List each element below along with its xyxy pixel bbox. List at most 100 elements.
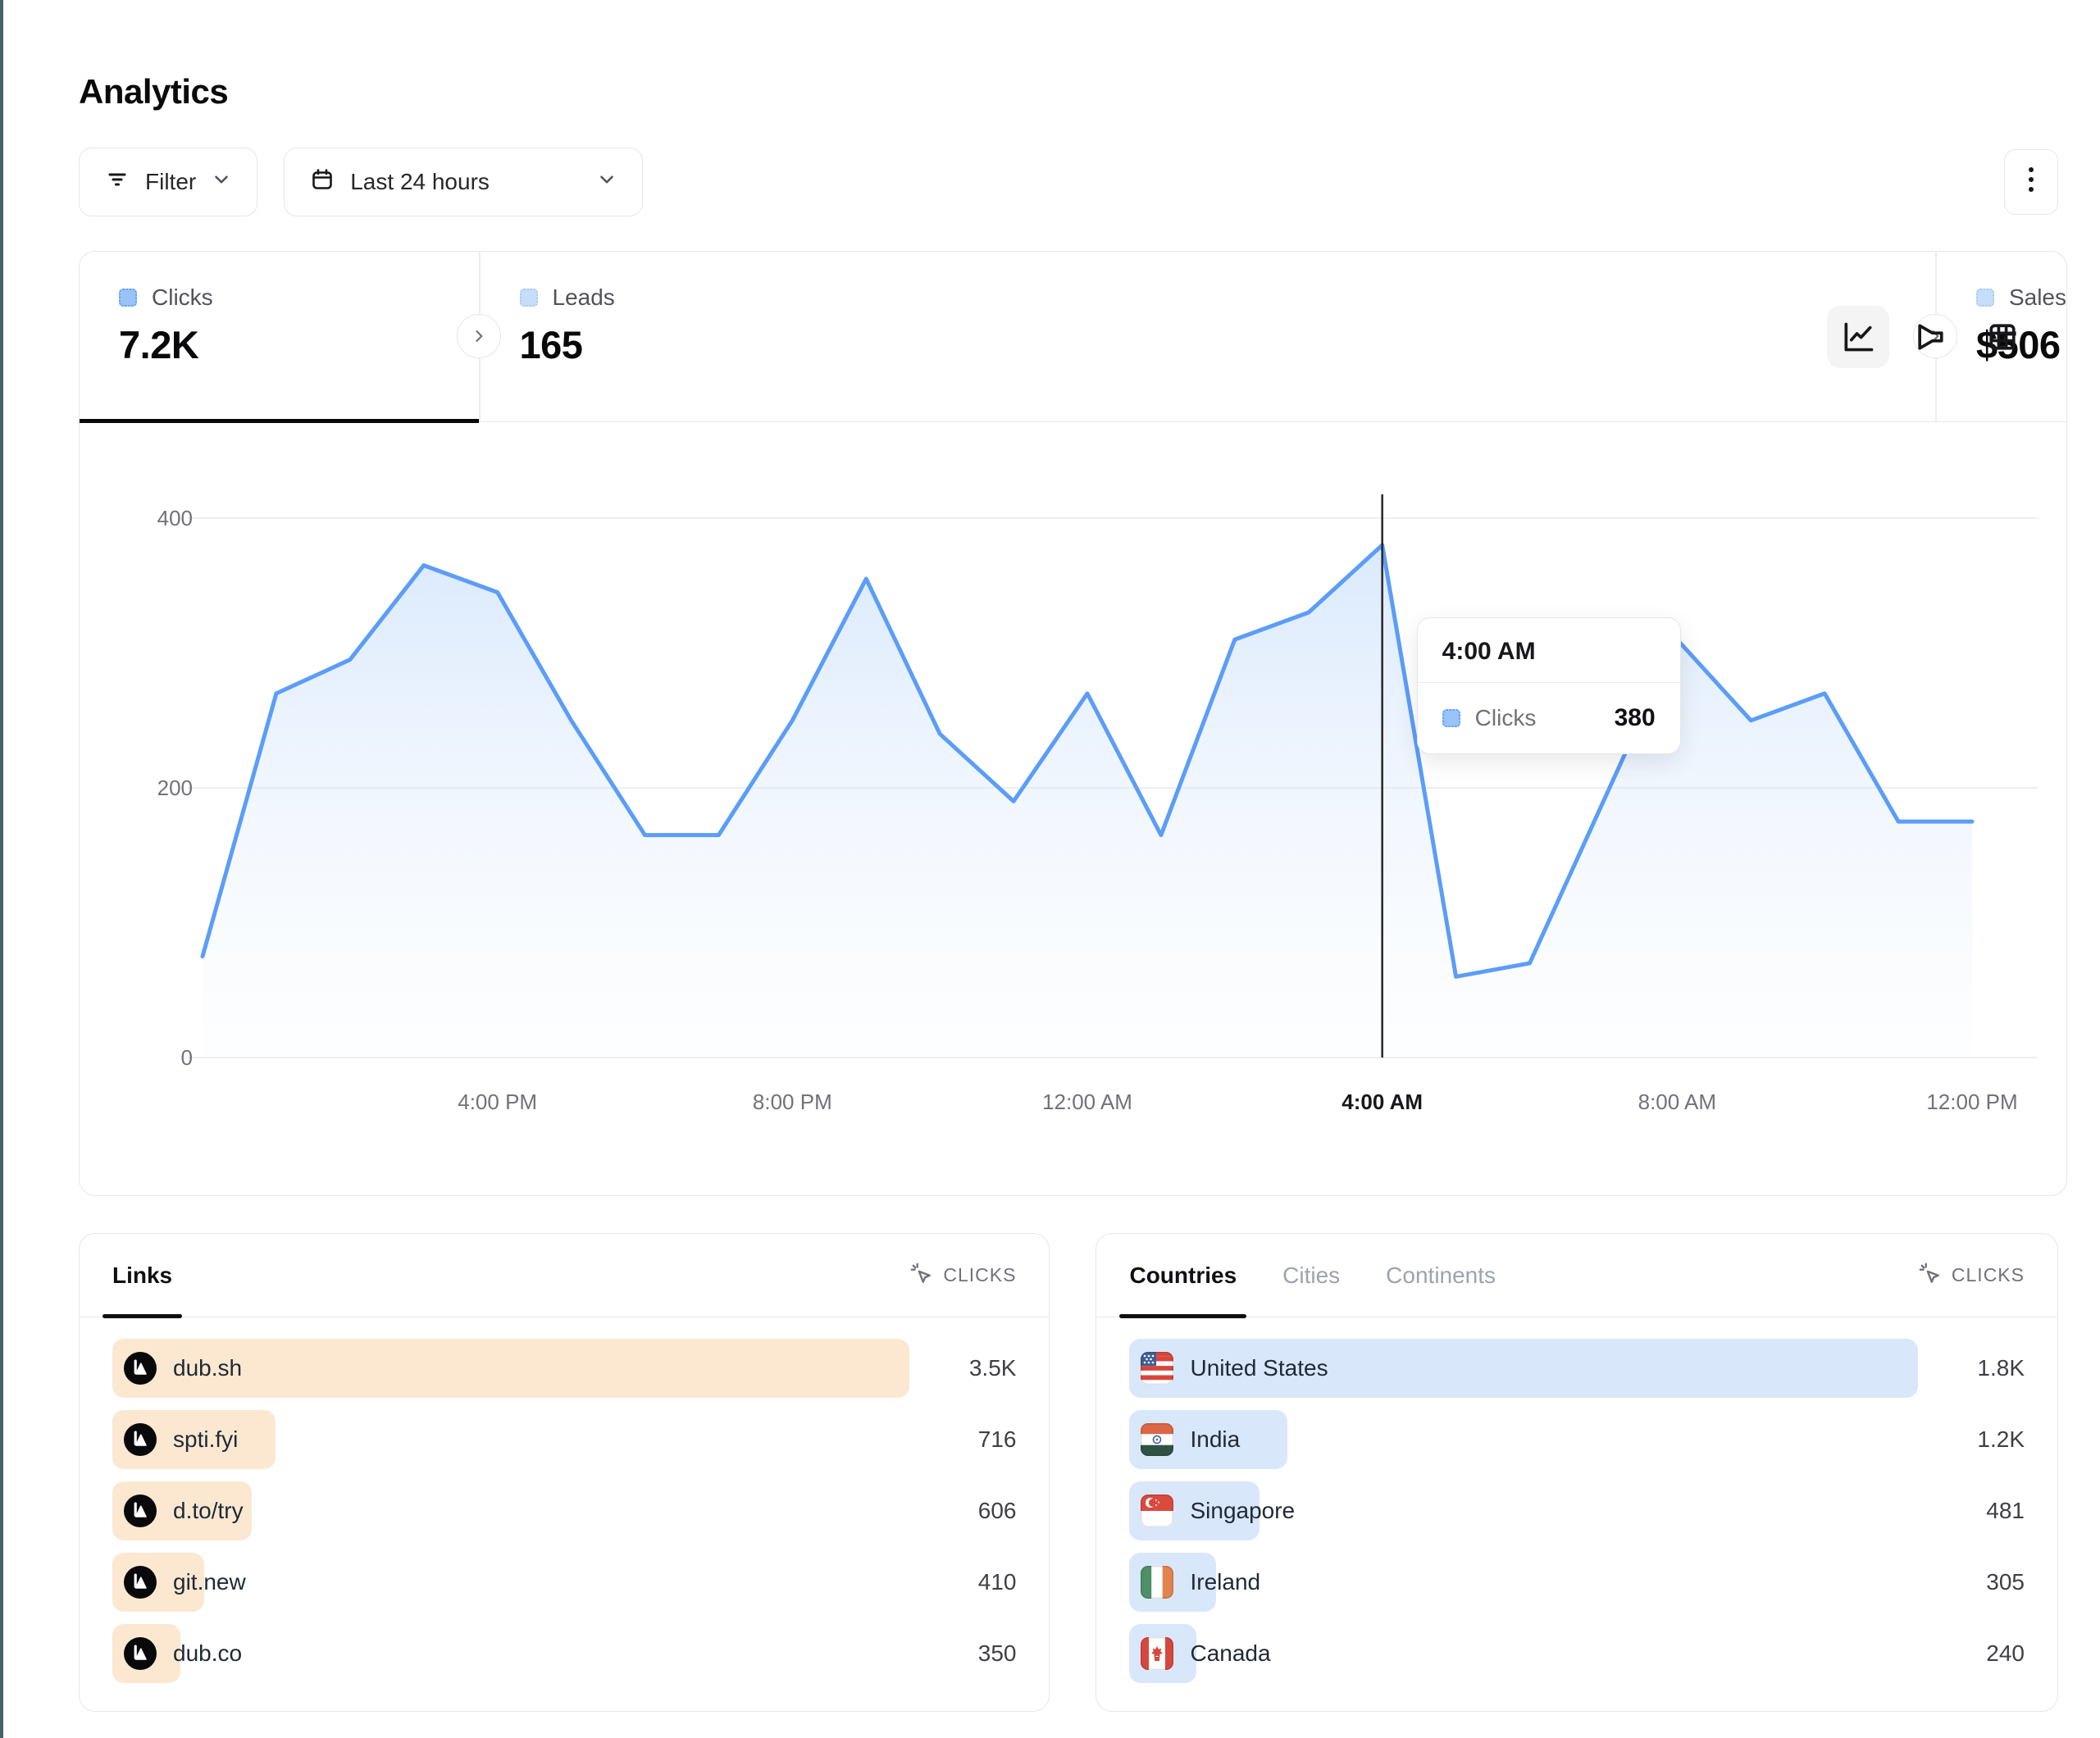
row-value: 240	[1986, 1640, 2025, 1666]
chart-tooltip: 4:00 AM Clicks 380	[1416, 617, 1681, 754]
table-row[interactable]: Ireland 305	[1129, 1553, 2025, 1612]
leads-legend-icon	[519, 289, 538, 307]
kebab-menu-icon	[2020, 163, 2043, 202]
links-tab-links[interactable]: Links	[102, 1234, 183, 1318]
row-value: 606	[977, 1498, 1017, 1523]
view-funnel-icon[interactable]	[1899, 306, 1961, 368]
dub-logo-icon	[124, 1352, 157, 1385]
filter-lines-icon	[104, 166, 130, 198]
row-value: 481	[1986, 1498, 2025, 1523]
tooltip-time: 4:00 AM	[1417, 618, 1680, 683]
more-options-button[interactable]	[2004, 149, 2058, 215]
table-row[interactable]: Canada 240	[1129, 1624, 2025, 1683]
stat-label: Clicks	[152, 284, 213, 310]
tooltip-series-label: Clicks	[1474, 705, 1537, 730]
table-row[interactable]: dub.co 350	[112, 1624, 1016, 1683]
flag-us-icon	[1141, 1352, 1174, 1385]
page-title: Analytics	[79, 72, 229, 111]
chart-view-toggle	[1827, 305, 2034, 368]
links-panel-tabs: Links	[102, 1234, 183, 1318]
stat-value: 7.2K	[119, 323, 199, 366]
x-axis-label: 8:00 AM	[1638, 1090, 1716, 1114]
chart-region: 0 200 400 4:00 PM 8:00 PM 12:00 AM 4:00 AM 8:00…	[80, 422, 2065, 1195]
x-axis-label: 12:00 PM	[1926, 1090, 2017, 1114]
links-panel-header: Links CLICKS	[80, 1234, 1050, 1318]
flag-sg-icon	[1141, 1495, 1174, 1527]
view-line-chart-icon[interactable]	[1827, 305, 1889, 368]
table-row[interactable]: d.to/try 606	[112, 1481, 1016, 1540]
row-label: Ireland	[1190, 1569, 1261, 1595]
row-label: d.to/try	[173, 1498, 244, 1523]
row-label: Singapore	[1190, 1498, 1296, 1523]
left-edge-accent	[0, 0, 3, 1738]
value-bar	[1129, 1339, 1918, 1398]
row-label: United States	[1190, 1355, 1328, 1381]
links-metric-button[interactable]: CLICKS	[909, 1261, 1016, 1290]
stat-label: Sales	[2008, 284, 2066, 310]
geo-tab-countries[interactable]: Countries	[1119, 1234, 1246, 1318]
row-value: 716	[977, 1426, 1017, 1452]
row-label: dub.co	[173, 1640, 243, 1666]
table-row[interactable]: git.new 410	[112, 1553, 1016, 1612]
table-row[interactable]: dub.sh 3.5K	[112, 1339, 1016, 1398]
table-row[interactable]: spti.fyi 716	[112, 1410, 1016, 1469]
countries-panel: Countries Cities Continents CLICKS United …	[1096, 1233, 2058, 1712]
stat-tab-leads[interactable]: Leads 165	[481, 252, 1936, 421]
stat-divider	[457, 252, 501, 421]
countries-panel-header: Countries Cities Continents CLICKS	[1096, 1234, 2057, 1318]
x-axis-label: 12:00 AM	[1042, 1090, 1132, 1114]
table-row[interactable]: India 1.2K	[1129, 1410, 2025, 1469]
calendar-icon	[309, 166, 335, 198]
cursor-click-icon	[909, 1261, 933, 1290]
y-axis-label: 400	[157, 506, 193, 530]
date-range-label: Last 24 hours	[350, 169, 490, 194]
y-axis-label: 0	[181, 1045, 193, 1070]
sales-legend-icon	[1975, 289, 1994, 307]
dub-logo-icon	[124, 1566, 157, 1599]
row-value: 1.2K	[1977, 1426, 2025, 1452]
dub-logo-icon	[124, 1495, 157, 1527]
x-axis-label: 4:00 PM	[458, 1090, 537, 1114]
countries-metric-button[interactable]: CLICKS	[1917, 1261, 2025, 1290]
view-table-icon[interactable]	[1971, 306, 2034, 368]
table-row[interactable]: United States 1.8K	[1129, 1339, 2025, 1398]
countries-metric-label: CLICKS	[1951, 1264, 2025, 1285]
stats-row: Clicks 7.2K Leads 165 Sales $506	[80, 252, 2066, 423]
chevron-down-icon	[211, 169, 232, 196]
toolbar: Filter Last 24 hours	[79, 148, 2058, 216]
filter-button-label: Filter	[145, 169, 197, 194]
x-axis-label: 4:00 AM	[1342, 1090, 1423, 1114]
row-label: Canada	[1190, 1640, 1271, 1666]
stat-tab-clicks[interactable]: Clicks 7.2K	[80, 252, 479, 423]
analytics-card: Clicks 7.2K Leads 165 Sales $506 0 200 400 4:00 …	[79, 251, 2067, 1196]
breakdown-panels: Links CLICKS dub.sh 3.5K spti.fyi 716 d.to/t…	[79, 1233, 2058, 1712]
next-stat-button[interactable]	[457, 314, 501, 358]
row-label: India	[1190, 1426, 1241, 1452]
stat-label: Leads	[552, 284, 615, 310]
flag-in-icon	[1141, 1423, 1174, 1456]
table-row[interactable]: Singapore 481	[1129, 1481, 2025, 1540]
links-panel: Links CLICKS dub.sh 3.5K spti.fyi 716 d.to/t…	[79, 1233, 1050, 1712]
row-value: 350	[977, 1640, 1017, 1666]
row-label: git.new	[173, 1569, 246, 1595]
tooltip-row: Clicks 380	[1418, 683, 1680, 753]
chevron-down-icon	[596, 169, 617, 196]
row-label: dub.sh	[173, 1355, 243, 1381]
filter-button[interactable]: Filter	[79, 148, 258, 216]
date-range-button[interactable]: Last 24 hours	[284, 148, 644, 216]
stat-value: 165	[519, 323, 583, 366]
row-label: spti.fyi	[173, 1426, 239, 1452]
x-axis-label: 8:00 PM	[753, 1090, 832, 1114]
links-rows: dub.sh 3.5K spti.fyi 716 d.to/try 606 git.new 4…	[80, 1317, 1049, 1711]
chevron-right-icon	[476, 330, 483, 342]
flag-ie-icon	[1141, 1566, 1174, 1599]
row-value: 305	[1986, 1569, 2025, 1595]
clicks-area-chart[interactable]: 0 200 400 4:00 PM 8:00 PM 12:00 AM 4:00 AM 8:00…	[80, 422, 2065, 1195]
tooltip-value: 380	[1614, 704, 1656, 731]
countries-panel-tabs: Countries Cities Continents	[1119, 1234, 1496, 1318]
geo-tab-cities[interactable]: Cities	[1282, 1262, 1341, 1288]
row-value: 3.5K	[968, 1355, 1017, 1381]
clicks-area-fill	[203, 544, 1972, 1058]
geo-tab-continents[interactable]: Continents	[1386, 1262, 1496, 1288]
